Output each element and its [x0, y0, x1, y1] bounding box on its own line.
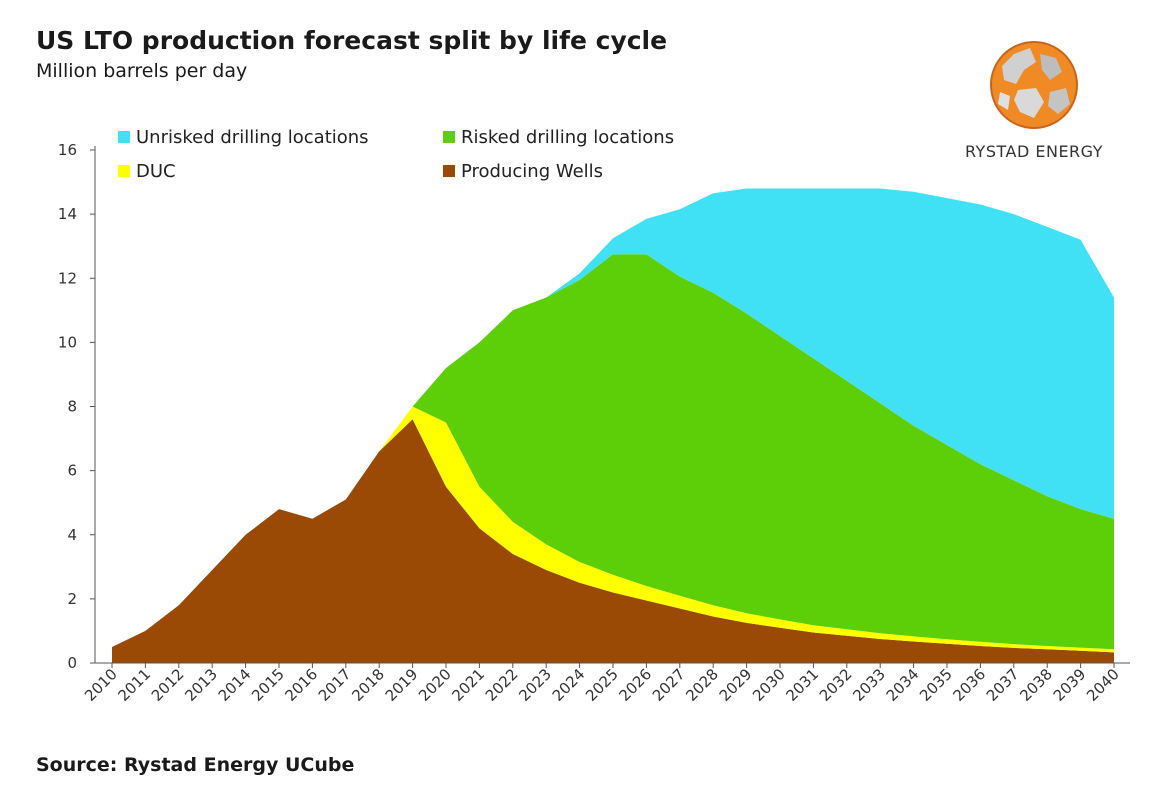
x-tick-label: 2013	[181, 665, 221, 705]
legend-swatch	[118, 165, 130, 177]
x-tick-label: 2017	[315, 665, 355, 705]
area-risked-drilling-locations	[112, 254, 1114, 650]
y-tick-label: 6	[67, 462, 77, 480]
x-tick-label: 2015	[248, 665, 288, 705]
x-tick-label: 2023	[515, 665, 555, 705]
x-tick-label: 2012	[148, 665, 188, 705]
x-tick-label: 2032	[816, 665, 856, 705]
y-tick-label: 0	[67, 654, 77, 672]
source-note: Source: Rystad Energy UCube	[36, 754, 355, 776]
legend-label: Unrisked drilling locations	[136, 127, 369, 148]
chart-title: US LTO production forecast split by life…	[36, 26, 668, 55]
x-tick-label: 2016	[281, 665, 321, 705]
x-tick-label: 2027	[649, 665, 689, 705]
x-tick-label: 2010	[81, 665, 121, 705]
x-tick-label: 2029	[716, 665, 756, 705]
y-tick-label: 14	[58, 205, 77, 223]
x-tick-label: 2019	[382, 665, 422, 705]
y-tick-label: 8	[67, 398, 77, 416]
x-tick-label: 2037	[983, 665, 1023, 705]
x-tick-label: 2036	[949, 665, 989, 705]
x-tick-label: 2025	[582, 665, 622, 705]
x-tick-label: 2034	[883, 665, 923, 705]
x-tick-label: 2020	[415, 665, 455, 705]
x-tick-label: 2026	[615, 665, 655, 705]
x-tick-label: 2033	[849, 665, 889, 705]
x-tick-label: 2014	[215, 665, 255, 705]
x-tick-label: 2035	[916, 665, 956, 705]
area-unrisked-drilling-locations	[112, 188, 1114, 647]
chart-subtitle: Million barrels per day	[36, 60, 248, 82]
y-tick-label: 12	[58, 269, 77, 287]
x-tick-label: 2021	[448, 665, 488, 705]
logo-text: RYSTAD ENERGY	[964, 142, 1104, 161]
x-tick-label: 2024	[549, 665, 589, 705]
x-tick-label: 2018	[348, 665, 388, 705]
globe-icon	[990, 41, 1078, 129]
x-tick-label: 2011	[114, 665, 154, 705]
legend-swatch	[443, 165, 455, 177]
legend-item: Unrisked drilling locations	[118, 127, 369, 148]
y-tick-label: 4	[67, 526, 77, 544]
legend-label: Producing Wells	[461, 161, 603, 182]
x-tick-label: 2040	[1083, 665, 1123, 705]
y-tick-label: 16	[58, 141, 77, 159]
legend-label: Risked drilling locations	[461, 127, 674, 148]
x-tick-label: 2022	[482, 665, 522, 705]
y-tick-label: 2	[67, 590, 77, 608]
rystad-logo: RYSTAD ENERGY	[944, 40, 1124, 170]
legend-swatch	[118, 131, 130, 143]
chart-areas	[112, 188, 1114, 663]
x-tick-label: 2028	[682, 665, 722, 705]
y-tick-label: 10	[58, 333, 77, 351]
area-producing-wells	[112, 419, 1114, 663]
legend-item: Risked drilling locations	[443, 127, 674, 148]
legend-item: DUC	[118, 161, 176, 182]
x-tick-label: 2038	[1016, 665, 1056, 705]
x-tick-label: 2030	[749, 665, 789, 705]
x-tick-label: 2031	[782, 665, 822, 705]
legend-swatch	[443, 131, 455, 143]
legend-label: DUC	[136, 161, 176, 182]
legend-item: Producing Wells	[443, 161, 603, 182]
chart-legend: Unrisked drilling locations Risked drilli…	[118, 127, 674, 182]
x-tick-label: 2039	[1050, 665, 1090, 705]
